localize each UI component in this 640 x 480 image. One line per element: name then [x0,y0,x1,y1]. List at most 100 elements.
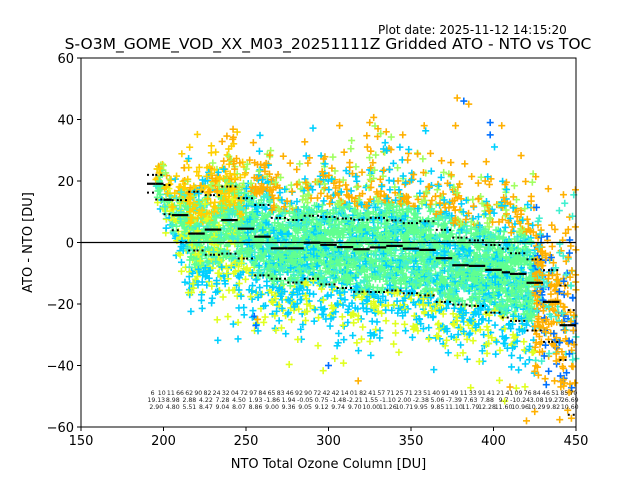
scatter-point [363,143,371,151]
scatter-point [353,183,361,191]
scatter-point [218,137,226,145]
scatter-point [520,338,528,346]
scatter-point [286,159,294,167]
scatter-point [168,221,176,229]
scatter-point [340,148,348,156]
scatter-point [177,258,185,266]
scatter-point [211,198,219,206]
scatter-point [173,172,181,180]
scatter-point [189,280,197,288]
scatter-point [542,381,550,389]
scatter-point [522,347,530,355]
scatter-point [171,189,179,197]
scatter-point [425,324,433,332]
scatter-point [382,317,390,325]
scatter-point [326,322,334,330]
scatter-point [267,147,275,155]
scatter-point [229,320,237,328]
scatter-point [214,336,222,344]
scatter-point [366,176,374,184]
scatter-point [491,321,499,329]
scatter-point [154,187,162,195]
scatter-point [240,311,248,319]
scatter-point [510,182,518,190]
scatter-point [336,122,344,130]
scatter-point [160,204,168,212]
scatter-point [390,340,398,348]
scatter-point [359,323,367,331]
scatter-point [438,157,446,165]
scatter-point [419,155,427,163]
scatter-point [421,196,429,204]
scatter-point [372,325,380,333]
scatter-point [401,320,409,328]
scatter-point [405,145,413,153]
scatter-point [508,352,516,360]
scatter-point [346,159,354,167]
scatter-point [196,257,204,265]
scatter-point [367,351,375,359]
scatter-point [353,339,361,347]
scatter-point [213,316,221,324]
scatter-point [340,322,348,330]
scatter-point [172,194,180,202]
scatter-point [329,153,337,161]
scatter-point [276,189,284,197]
scatter-point [363,132,371,140]
scatter-point [282,330,290,338]
scatter-point [485,181,493,189]
scatter-point [522,177,530,185]
scatter-point [515,366,523,374]
scatter-point [186,143,194,151]
scatter-point [495,376,503,384]
scatter-point [193,168,201,176]
scatter-point [197,296,205,304]
scatter-point [288,316,296,324]
scatter-point [358,335,366,343]
scatter-point [195,172,203,180]
scatter-point [517,152,525,160]
scatter-point [261,313,269,321]
scatter-point [190,234,198,242]
scatter-point [370,330,378,338]
scatter-point [396,143,404,151]
scatter-point [483,323,491,331]
plot-date: Plot date: 2025-11-12 14:15:20 [378,23,567,37]
scatter-point [168,203,176,211]
scatter-point [457,341,465,349]
scatter-point [461,160,469,168]
scatter-point [348,136,356,144]
scatter-point [482,158,490,166]
scatter-point [417,177,425,185]
scatter-point [177,267,185,275]
scatter-point [176,215,184,223]
scatter-point [294,335,302,343]
scatter-point [310,317,318,325]
scatter-point [199,268,207,276]
scatter-point [430,366,438,374]
scatter-point [541,375,549,383]
scatter-point [378,182,386,190]
scatter-point [521,360,529,368]
scatter-point [163,189,171,197]
scatter-point [242,275,250,283]
scatter-point [394,164,402,172]
scatter-point [428,196,436,204]
scatter-point [507,363,515,371]
scatter-points [152,94,580,425]
scatter-point [187,307,195,315]
scatter-point [162,224,170,232]
scatter-point [386,166,394,174]
scatter-point [185,164,193,172]
scatter-point [422,127,430,135]
scatter-point [189,269,197,277]
scatter-point [234,318,242,326]
scatter-point [187,194,195,202]
scatter-point [370,113,378,121]
scatter-point [450,304,458,312]
scatter-point [525,356,533,364]
scatter-point [285,360,293,368]
scatter-point [457,200,465,208]
scatter-point [176,251,184,259]
